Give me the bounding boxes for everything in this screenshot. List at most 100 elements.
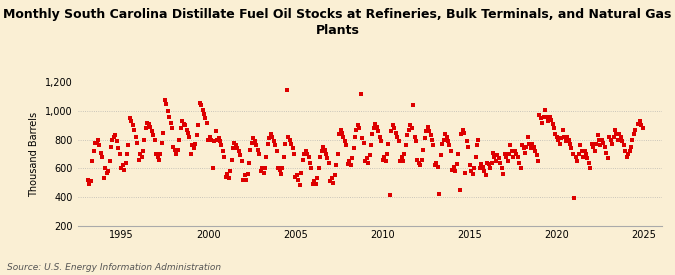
Point [524,142,535,146]
Point [611,132,622,136]
Point [470,155,481,159]
Point [554,142,565,146]
Point [154,158,165,162]
Point [415,163,426,168]
Point [550,132,561,136]
Point [467,172,478,176]
Point [466,169,477,173]
Point [608,135,619,139]
Point [364,153,375,158]
Point [453,152,464,156]
Point [460,170,471,175]
Point [143,122,154,126]
Point [274,167,285,172]
Point [178,122,189,126]
Point [551,135,562,139]
Point [556,136,567,141]
Point [123,143,134,148]
Point [188,146,199,150]
Point [350,135,360,139]
Point [405,123,416,128]
Point [412,158,423,162]
Point [421,129,431,133]
Point [468,166,479,170]
Point [553,138,564,142]
Point [497,172,508,176]
Point [544,115,555,119]
Point [329,173,340,178]
Point [595,143,606,148]
Point [568,152,578,156]
Point [331,163,342,168]
Point [418,147,429,152]
Point [241,178,252,182]
Point [366,143,377,148]
Point [315,155,325,159]
Point [206,138,217,142]
Point [302,152,313,156]
Point [637,126,648,130]
Point [529,145,539,149]
Point [99,176,109,180]
Point [535,116,546,120]
Point [164,115,175,119]
Point [306,166,317,170]
Point [489,155,500,159]
Point [520,150,531,155]
Point [191,133,202,138]
Point [482,160,493,165]
Point [119,167,130,172]
Point [607,142,618,146]
Point [500,152,510,156]
Point [443,139,454,143]
Point [376,139,387,143]
Point [435,153,446,158]
Point [335,128,346,132]
Point [252,147,263,152]
Point [235,153,246,158]
Point [475,166,485,170]
Point [626,145,637,149]
Point [337,130,348,135]
Point [97,155,108,159]
Point [168,145,179,149]
Point [138,149,148,153]
Point [120,160,131,165]
Point [582,156,593,161]
Point [184,135,195,139]
Point [300,149,311,153]
Point [161,102,171,106]
Point [566,146,577,150]
Point [448,165,459,169]
Point [616,135,626,139]
Point [146,129,157,133]
Point [601,150,612,155]
Point [319,147,330,152]
Point [495,160,506,165]
Point [242,172,253,176]
Point [636,123,647,128]
Point [419,136,430,141]
Point [327,176,338,180]
Point [539,115,549,119]
Point [574,143,585,148]
Point [381,152,392,156]
Point [530,149,541,153]
Point [255,169,266,173]
Point [145,125,156,129]
Point [560,139,571,143]
Point [570,155,581,159]
Point [117,163,128,168]
Point [431,160,441,165]
Point [394,139,404,143]
Point [210,129,221,133]
Point [258,170,269,175]
Point [371,125,382,129]
Point [545,117,556,122]
Point [323,160,334,165]
Point [110,133,121,138]
Point [348,146,359,150]
Text: Monthly South Carolina Distillate Fuel Oil Stocks at Refineries, Bulk Terminals,: Monthly South Carolina Distillate Fuel O… [3,8,672,37]
Point [481,173,491,178]
Point [212,138,223,142]
